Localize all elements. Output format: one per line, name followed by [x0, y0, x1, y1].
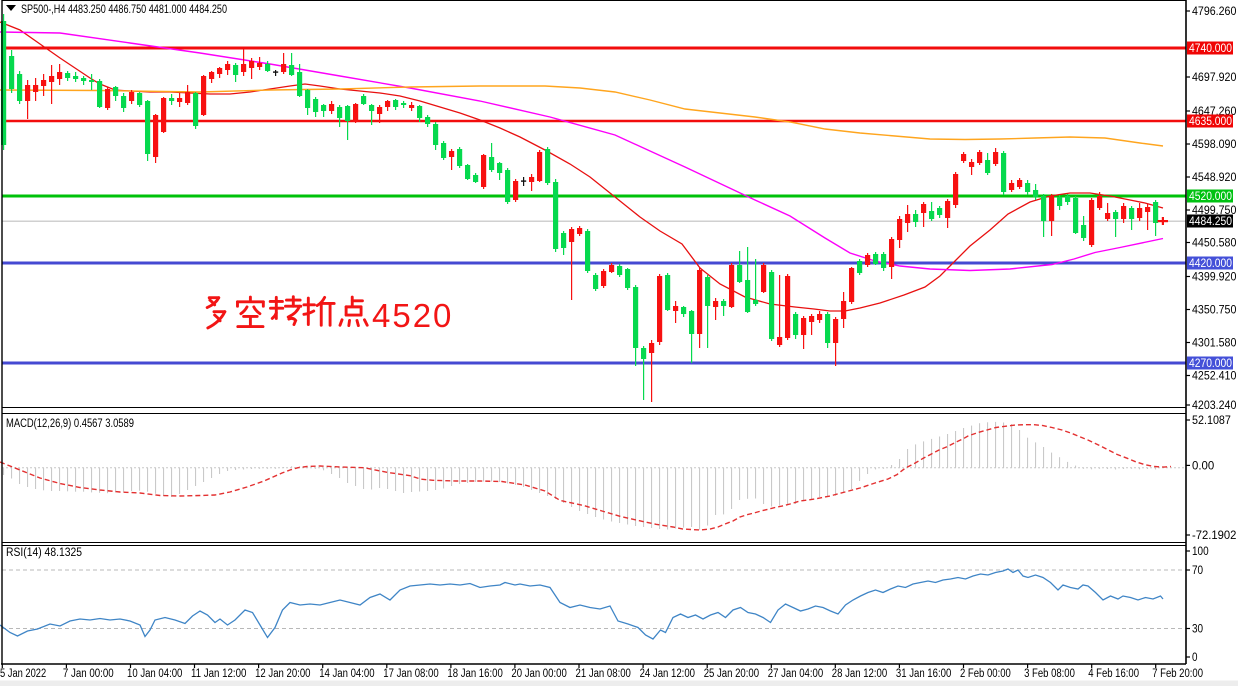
svg-text:11 Jan 12:00: 11 Jan 12:00: [191, 668, 246, 680]
svg-text:5 Jan 2022: 5 Jan 2022: [0, 668, 46, 680]
svg-text:0: 0: [1192, 652, 1198, 664]
svg-text:31 Jan 16:00: 31 Jan 16:00: [896, 668, 951, 680]
svg-text:4450.580: 4450.580: [1192, 238, 1236, 250]
svg-text:4203.240: 4203.240: [1192, 400, 1236, 412]
svg-text:4635.000: 4635.000: [1189, 116, 1232, 128]
svg-text:28 Jan 12:00: 28 Jan 12:00: [832, 668, 887, 680]
svg-text:4796.260: 4796.260: [1192, 6, 1236, 18]
svg-text:4252.410: 4252.410: [1192, 371, 1236, 383]
svg-text:2 Feb 00:00: 2 Feb 00:00: [960, 668, 1011, 680]
svg-text:21 Jan 08:00: 21 Jan 08:00: [576, 668, 631, 680]
svg-text:-72.1902: -72.1902: [1192, 530, 1236, 542]
svg-text:12 Jan 20:00: 12 Jan 20:00: [255, 668, 310, 680]
svg-text:4399.920: 4399.920: [1192, 272, 1236, 284]
svg-text:70: 70: [1192, 565, 1203, 577]
svg-text:30: 30: [1192, 624, 1203, 636]
svg-text:17 Jan 08:00: 17 Jan 08:00: [383, 668, 438, 680]
svg-text:4270.000: 4270.000: [1189, 358, 1232, 370]
svg-text:3 Feb 08:00: 3 Feb 08:00: [1024, 668, 1075, 680]
svg-text:10 Jan 04:00: 10 Jan 04:00: [127, 668, 182, 680]
svg-text:4420.000: 4420.000: [1189, 258, 1232, 270]
svg-text:100: 100: [1192, 546, 1209, 558]
svg-text:14 Jan 04:00: 14 Jan 04:00: [319, 668, 374, 680]
svg-text:4520: 4520: [372, 297, 453, 334]
svg-text:52.1087: 52.1087: [1192, 415, 1231, 427]
svg-text:20 Jan 00:00: 20 Jan 00:00: [511, 668, 566, 680]
svg-text:24 Jan 12:00: 24 Jan 12:00: [640, 668, 695, 680]
svg-text:MACD(12,26,9) 0.4567 3.0589: MACD(12,26,9) 0.4567 3.0589: [6, 418, 134, 430]
svg-text:4 Feb 16:00: 4 Feb 16:00: [1088, 668, 1139, 680]
svg-text:4548.920: 4548.920: [1192, 172, 1236, 184]
svg-text:4499.750: 4499.750: [1192, 205, 1236, 217]
svg-text:7 Jan 00:00: 7 Jan 00:00: [63, 668, 114, 680]
svg-text:0.00: 0.00: [1192, 460, 1214, 472]
svg-text:4350.750: 4350.750: [1192, 305, 1236, 317]
svg-text:4520.000: 4520.000: [1189, 191, 1232, 203]
svg-text:4301.580: 4301.580: [1192, 338, 1236, 350]
svg-text:7 Feb 20:00: 7 Feb 20:00: [1152, 668, 1203, 680]
svg-text:SP500-,H4 4483.250 4486.750 4: SP500-,H4 4483.250 4486.750 4481.000 448…: [21, 2, 227, 16]
svg-text:4598.090: 4598.090: [1192, 139, 1236, 151]
svg-text:4484.250: 4484.250: [1189, 216, 1232, 228]
svg-text:25 Jan 20:00: 25 Jan 20:00: [704, 668, 759, 680]
svg-text:4740.000: 4740.000: [1189, 43, 1232, 55]
svg-text:RSI(14) 48.1325: RSI(14) 48.1325: [6, 547, 82, 559]
svg-text:4697.920: 4697.920: [1192, 72, 1236, 84]
svg-text:27 Jan 04:00: 27 Jan 04:00: [768, 668, 823, 680]
svg-text:18 Jan 16:00: 18 Jan 16:00: [447, 668, 502, 680]
